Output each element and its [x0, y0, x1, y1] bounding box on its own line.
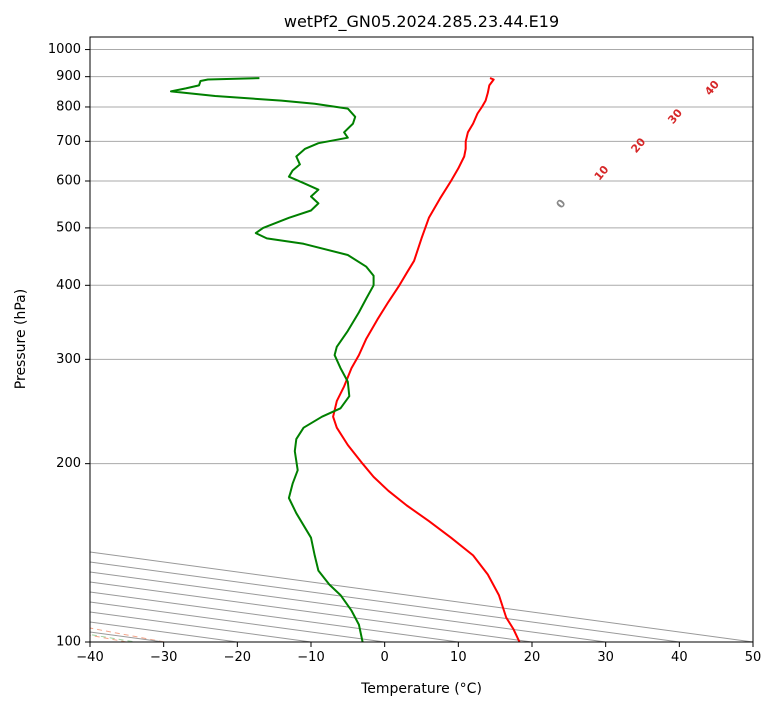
pressure-gridlines [90, 49, 753, 642]
y-tick-label: 800 [56, 99, 81, 114]
y-tick-label: 200 [56, 456, 81, 471]
profile-line [170, 77, 375, 642]
y-tick-label: 1000 [48, 42, 81, 57]
y-axis-ticks: 100 200 300 400 500 600 700 800 900 1000 [48, 42, 90, 650]
chart-title: wetPf2_GN05.2024.285.23.44.E19 [284, 12, 559, 32]
y-tick-label: 300 [56, 352, 81, 367]
x-axis-ticks: −40 −30 −20 −10 0 10 20 30 40 50 [76, 642, 761, 665]
x-tick-label: 20 [524, 650, 541, 665]
x-axis-label: Temperature (°C) [360, 681, 482, 697]
y-tick-label: 700 [56, 134, 81, 149]
x-tick-label: −20 [224, 650, 251, 665]
x-tick-label: −30 [150, 650, 177, 665]
plot-frame [89, 36, 754, 643]
profile-line [332, 77, 521, 642]
y-tick-label: 100 [56, 635, 81, 650]
profile-series [170, 77, 521, 642]
x-tick-label: 40 [671, 650, 688, 665]
x-tick-label: 10 [450, 650, 467, 665]
y-tick-label: 600 [56, 173, 81, 188]
y-axis-label: Pressure (hPa) [13, 289, 29, 389]
x-tick-label: 0 [381, 650, 389, 665]
y-tick-label: 500 [56, 220, 81, 235]
x-tick-label: −10 [297, 650, 324, 665]
y-tick-label: 400 [56, 278, 81, 293]
x-tick-label: −40 [76, 650, 103, 665]
y-tick-label: 900 [56, 69, 81, 84]
x-tick-label: 50 [745, 650, 762, 665]
x-tick-label: 30 [597, 650, 614, 665]
